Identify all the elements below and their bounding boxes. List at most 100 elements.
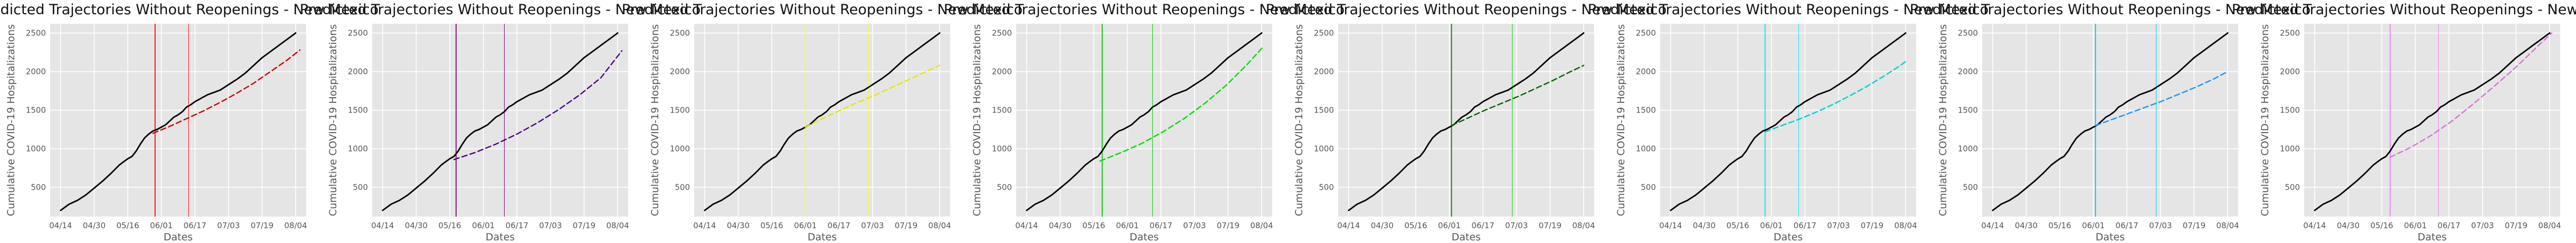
- y-tick-label: 2500: [670, 29, 690, 38]
- chart-title: Predicted Trajectories Without Reopening…: [944, 2, 1345, 18]
- predicted-series-line: [804, 64, 941, 128]
- x-tick-label: 08/04: [2539, 221, 2561, 230]
- x-tick-label: 08/04: [607, 221, 629, 230]
- x-tick-label: 07/03: [2149, 221, 2172, 230]
- x-tick-label: 07/03: [217, 221, 240, 230]
- y-tick-label: 1000: [1958, 144, 1978, 154]
- y-tick-label: 1500: [992, 106, 1012, 115]
- y-tick-label: 2000: [1314, 67, 1334, 77]
- x-tick-label: 07/03: [1827, 221, 1850, 230]
- y-tick-label: 2000: [26, 67, 46, 77]
- y-tick-label: 2500: [992, 29, 1012, 38]
- observed-series-line: [1992, 32, 2229, 211]
- x-tick-label: 08/04: [1895, 221, 1917, 230]
- predicted-series-line: [152, 49, 301, 134]
- y-tick-label: 2000: [1636, 67, 1656, 77]
- y-tick-label: 2500: [1958, 29, 1978, 38]
- y-tick-label: 1000: [26, 144, 46, 154]
- y-axis-label: Cumulative COVID-19 Hospitalizations: [649, 24, 661, 216]
- x-tick-label: 04/30: [727, 221, 750, 230]
- y-tick-label: 1500: [1314, 106, 1334, 115]
- x-tick-label: 04/30: [83, 221, 106, 230]
- x-tick-label: 05/16: [2048, 221, 2071, 230]
- predicted-series-line: [1451, 64, 1585, 126]
- y-tick-label: 1000: [1314, 144, 1334, 154]
- x-tick-label: 07/19: [1217, 221, 1239, 230]
- y-axis-label: Cumulative COVID-19 Hospitalizations: [1615, 24, 1627, 216]
- x-tick-label: 04/14: [1659, 221, 1682, 230]
- y-tick-label: 2000: [348, 67, 368, 77]
- x-tick-label: 06/01: [150, 221, 173, 230]
- y-tick-label: 1500: [26, 106, 46, 115]
- x-tick-label: 08/04: [929, 221, 951, 230]
- x-tick-label: 08/04: [1251, 221, 1273, 230]
- x-tick-label: 07/19: [1539, 221, 1561, 230]
- x-tick-label: 05/16: [438, 221, 461, 230]
- x-tick-label: 04/30: [2015, 221, 2038, 230]
- y-tick-label: 2500: [348, 29, 368, 38]
- chart-title: Predicted Trajectories Without Reopening…: [1266, 2, 1667, 18]
- chart-panel-1: Predicted Trajectories Without Reopening…: [0, 2, 378, 243]
- x-tick-label: 07/03: [861, 221, 884, 230]
- chart-panel-4: Predicted Trajectories Without Reopening…: [944, 2, 1345, 243]
- x-axis-label: Dates: [2096, 231, 2125, 243]
- y-tick-label: 1500: [1636, 106, 1656, 115]
- chart-title: Predicted Trajectories Without Reopening…: [0, 2, 378, 18]
- x-tick-label: 05/16: [2370, 221, 2393, 230]
- y-tick-label: 1500: [670, 106, 690, 115]
- y-tick-label: 2000: [670, 67, 690, 77]
- x-tick-label: 06/17: [1472, 221, 1494, 230]
- x-tick-label: 05/16: [1082, 221, 1105, 230]
- observed-series-line: [1026, 32, 1263, 211]
- y-tick-label: 2500: [26, 29, 46, 38]
- chart-panel-2: Predicted Trajectories Without Reopening…: [300, 2, 701, 243]
- y-tick-label: 1000: [992, 144, 1012, 154]
- y-tick-label: 500: [353, 183, 368, 192]
- chart-panel-8: Predicted Trajectories Without Reopening…: [2232, 2, 2576, 243]
- x-tick-label: 05/16: [1726, 221, 1749, 230]
- chart-title: Predicted Trajectories Without Reopening…: [1910, 2, 2311, 18]
- x-tick-label: 06/17: [184, 221, 206, 230]
- x-tick-label: 05/16: [760, 221, 783, 230]
- y-tick-label: 2000: [992, 67, 1012, 77]
- y-tick-label: 500: [997, 183, 1012, 192]
- y-tick-label: 500: [1641, 183, 1656, 192]
- x-tick-label: 07/19: [2183, 221, 2205, 230]
- chart-panel-7: Predicted Trajectories Without Reopening…: [1910, 2, 2311, 243]
- x-tick-label: 07/19: [2505, 221, 2527, 230]
- observed-series-line: [2314, 32, 2551, 211]
- x-tick-label: 04/14: [49, 221, 72, 230]
- x-tick-label: 06/17: [2438, 221, 2460, 230]
- x-axis-label: Dates: [2418, 231, 2447, 243]
- chart-title: Predicted Trajectories Without Reopening…: [300, 2, 701, 18]
- y-tick-label: 2500: [1314, 29, 1334, 38]
- x-tick-label: 07/19: [895, 221, 917, 230]
- x-tick-label: 06/01: [472, 221, 495, 230]
- y-axis-label: Cumulative COVID-19 Hospitalizations: [5, 24, 17, 216]
- x-tick-label: 04/30: [1693, 221, 1716, 230]
- chart-title: Predicted Trajectories Without Reopening…: [2232, 2, 2576, 18]
- y-tick-label: 500: [1319, 183, 1334, 192]
- observed-series-line: [1348, 32, 1585, 211]
- y-tick-label: 1000: [348, 144, 368, 154]
- x-axis-label: Dates: [486, 231, 515, 243]
- observed-series-line: [60, 32, 297, 211]
- y-tick-label: 500: [1963, 183, 1978, 192]
- x-tick-label: 06/01: [1760, 221, 1783, 230]
- x-tick-label: 04/14: [1981, 221, 2004, 230]
- predicted-series-line: [2095, 71, 2229, 126]
- chart-title: Predicted Trajectories Without Reopening…: [1588, 2, 1989, 18]
- y-axis-label: Cumulative COVID-19 Hospitalizations: [1293, 24, 1305, 216]
- x-tick-label: 04/14: [2303, 221, 2326, 230]
- chart-panel-3: Predicted Trajectories Without Reopening…: [622, 2, 1023, 243]
- x-axis-label: Dates: [1452, 231, 1481, 243]
- y-tick-label: 500: [2285, 183, 2300, 192]
- x-axis-label: Dates: [164, 231, 193, 243]
- x-tick-label: 04/14: [371, 221, 394, 230]
- x-tick-label: 07/03: [2471, 221, 2494, 230]
- y-tick-label: 1500: [348, 106, 368, 115]
- x-tick-label: 04/30: [1371, 221, 1394, 230]
- x-axis-label: Dates: [1130, 231, 1159, 243]
- predicted-series-line: [1764, 59, 1909, 133]
